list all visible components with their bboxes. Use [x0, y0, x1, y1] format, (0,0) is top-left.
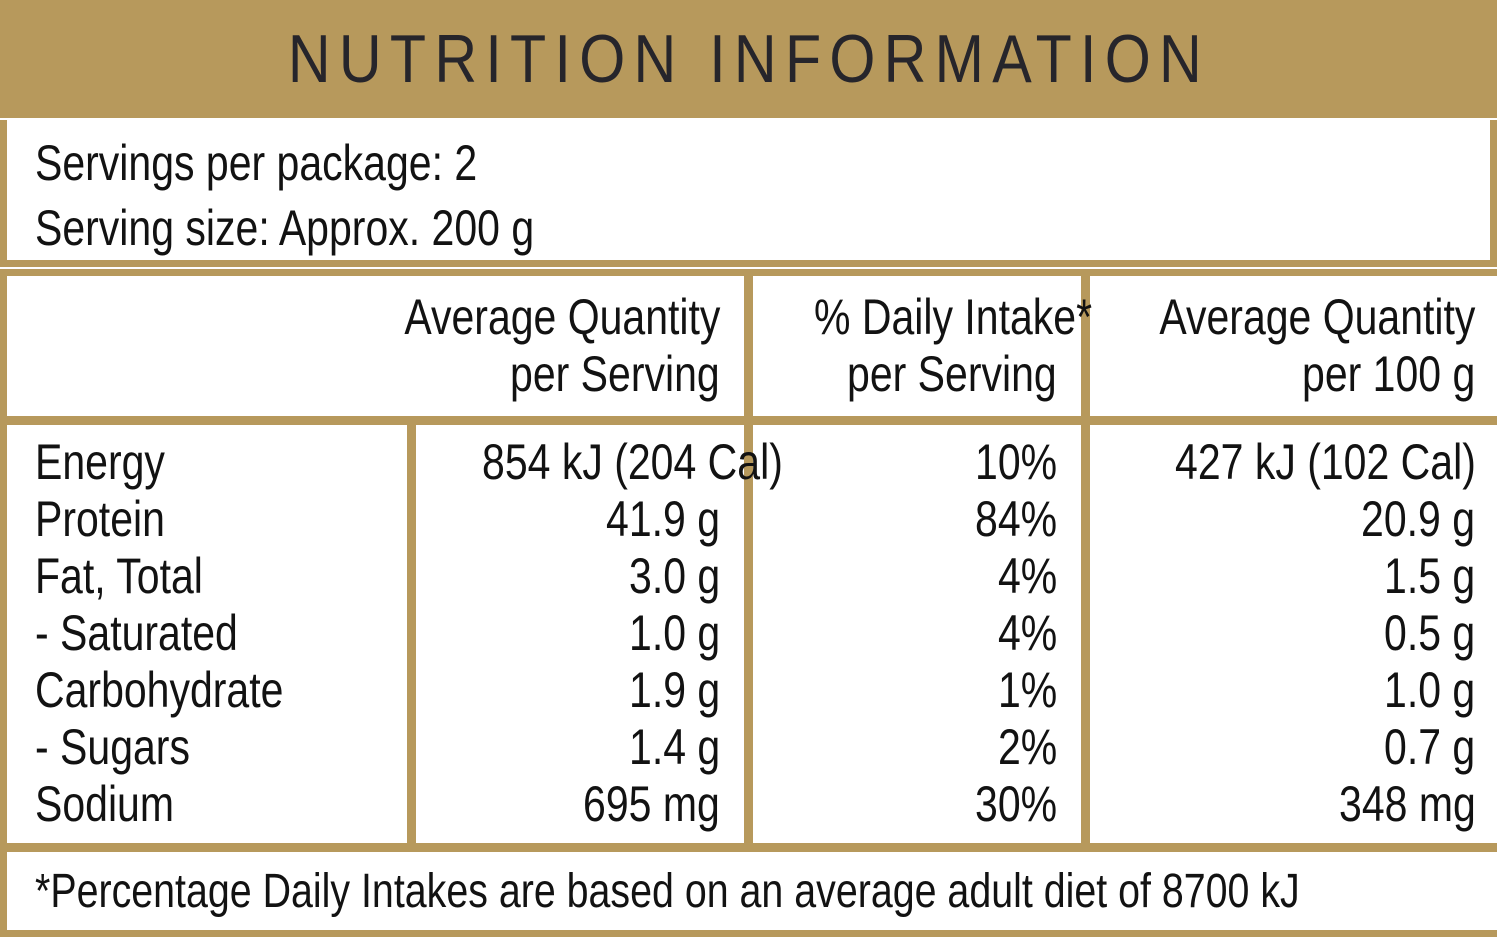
nutrient-label: - Saturated	[35, 605, 238, 661]
nutrient-label: Protein	[35, 491, 165, 547]
nutrient-value: 348 mg	[1338, 776, 1476, 832]
servings-per-package-line: Servings per package: 2	[35, 135, 478, 191]
nutrient-label: Fat, Total	[35, 548, 203, 604]
header-avg-quantity-per-serving: Average Quantity per Serving	[7, 276, 744, 416]
nutrient-label: Carbohydrate	[35, 662, 284, 718]
nutrition-table: Average Quantity per Serving % Daily Int…	[0, 269, 1497, 937]
nutrient-value: 854 kJ (204 Cal)	[482, 434, 783, 490]
nutrient-label: Sodium	[35, 776, 175, 832]
nutrient-value: 3.0 g	[628, 548, 720, 604]
nutrient-value: 84%	[974, 491, 1057, 547]
nutrient-value: 20.9 g	[1361, 491, 1476, 547]
per-100g-values-column: 427 kJ (102 Cal) 20.9 g 1.5 g 0.5 g 1.0 …	[1090, 425, 1497, 843]
daily-intake-footnote: *Percentage Daily Intakes are based on a…	[7, 852, 1497, 930]
nutrient-value: 10%	[974, 434, 1057, 490]
nutrient-value: 1.9 g	[628, 662, 720, 718]
serving-size-line: Serving size: Approx. 200 g	[35, 200, 535, 256]
nutrient-value: 30%	[974, 776, 1057, 832]
nutrient-value: 1%	[997, 662, 1057, 718]
nutrient-value: 1.0 g	[628, 605, 720, 661]
nutrient-value: 1.4 g	[628, 719, 720, 775]
nutrient-label: - Sugars	[35, 719, 190, 775]
nutrient-value: 4%	[997, 605, 1057, 661]
nutrient-value: 41.9 g	[606, 491, 720, 547]
nutrient-label: Energy	[35, 434, 165, 490]
nutrient-value: 1.5 g	[1384, 548, 1476, 604]
nutrient-value: 0.7 g	[1384, 719, 1476, 775]
nutrient-value: 1.0 g	[1384, 662, 1476, 718]
nutrient-labels-column: Energy Protein Fat, Total - Saturated Ca…	[7, 425, 407, 843]
nutrient-value: 427 kJ (102 Cal)	[1174, 434, 1476, 490]
nutrient-value: 695 mg	[583, 776, 720, 832]
header-daily-intake-per-serving: % Daily Intake* per Serving	[753, 276, 1092, 416]
nutrient-value: 4%	[997, 548, 1057, 604]
nutrient-value: 2%	[997, 719, 1057, 775]
title-band: NUTRITION INFORMATION	[0, 0, 1497, 118]
daily-intake-values-column: 10% 84% 4% 4% 1% 2% 30%	[753, 425, 1081, 843]
per-serving-values-column: 854 kJ (204 Cal) 41.9 g 3.0 g 1.0 g 1.9 …	[416, 425, 783, 843]
servings-box: Servings per package: 2 Serving size: Ap…	[0, 120, 1497, 267]
nutrient-value: 0.5 g	[1384, 605, 1476, 661]
header-avg-quantity-per-100g: Average Quantity per 100 g	[1090, 276, 1497, 416]
panel-title: NUTRITION INFORMATION	[287, 21, 1210, 97]
